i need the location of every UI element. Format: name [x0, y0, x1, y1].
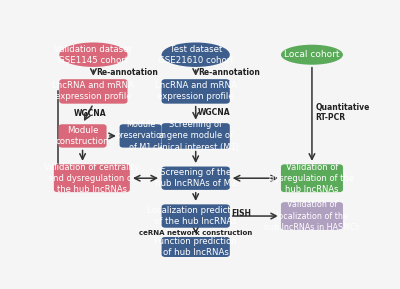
Text: LncRNA and mRNA
expression profile: LncRNA and mRNA expression profile [52, 81, 134, 101]
Ellipse shape [59, 42, 128, 67]
FancyBboxPatch shape [162, 237, 230, 257]
Text: LncRNA and mRNA
expression profile: LncRNA and mRNA expression profile [155, 81, 237, 101]
Text: Screening of
a gene module of
clinical interest (M1): Screening of a gene module of clinical i… [153, 120, 239, 151]
Text: Quantitative
RT-PCR: Quantitative RT-PCR [316, 103, 370, 122]
Text: Module
construction: Module construction [56, 126, 109, 146]
Text: Test dataset
GSE21610 cohort: Test dataset GSE21610 cohort [158, 45, 234, 65]
FancyBboxPatch shape [54, 164, 130, 192]
FancyBboxPatch shape [162, 166, 230, 190]
Text: Re-annotation: Re-annotation [198, 68, 260, 77]
Text: Re-annotation: Re-annotation [96, 68, 158, 77]
FancyBboxPatch shape [281, 164, 343, 192]
FancyBboxPatch shape [162, 79, 230, 104]
Text: Module
preservation
of M1: Module preservation of M1 [115, 120, 166, 151]
FancyBboxPatch shape [162, 123, 230, 149]
Text: ceRNA network construction: ceRNA network construction [139, 230, 252, 236]
Text: Validation of
dysregulation of the
hub lncRNAs: Validation of dysregulation of the hub l… [270, 163, 354, 194]
Text: Local cohort: Local cohort [284, 50, 340, 59]
FancyBboxPatch shape [281, 202, 343, 230]
Text: WGCNA: WGCNA [198, 108, 231, 117]
FancyBboxPatch shape [59, 79, 128, 104]
FancyBboxPatch shape [162, 204, 230, 228]
Text: Validation of
localization of the
hub lncRNAs in HASMCs: Validation of localization of the hub ln… [264, 201, 360, 232]
Text: Screening of the
hub lncRNAs of M1: Screening of the hub lncRNAs of M1 [155, 168, 236, 188]
Text: Localization prediction
of the hub lncRNAs: Localization prediction of the hub lncRN… [147, 206, 244, 226]
Ellipse shape [281, 45, 343, 65]
Text: WGCNA: WGCNA [74, 108, 107, 118]
Text: Function prediction
of hub lncRNAs: Function prediction of hub lncRNAs [154, 237, 237, 257]
FancyBboxPatch shape [58, 124, 106, 148]
FancyBboxPatch shape [120, 124, 162, 148]
Text: Validation dataset
GSE1145 cohort: Validation dataset GSE1145 cohort [54, 45, 132, 65]
Text: FISH: FISH [232, 209, 252, 218]
Ellipse shape [162, 42, 230, 67]
Text: Validation of centrality
and dysregulation of
the hub lncRNAs: Validation of centrality and dysregulati… [44, 163, 140, 194]
